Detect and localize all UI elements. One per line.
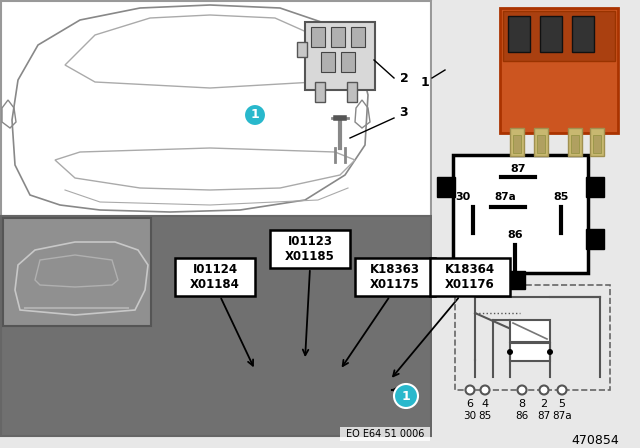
Circle shape: [547, 349, 553, 355]
Circle shape: [540, 385, 548, 395]
Bar: [432, 1, 639, 448]
Bar: [508, 16, 530, 52]
Bar: [175, 258, 255, 296]
Circle shape: [394, 384, 418, 408]
Text: 87: 87: [538, 411, 550, 421]
Bar: [510, 320, 550, 342]
Circle shape: [507, 349, 513, 355]
Text: 6: 6: [467, 399, 474, 409]
Circle shape: [465, 385, 474, 395]
Circle shape: [557, 385, 566, 395]
Bar: [297, 42, 307, 57]
Text: I01124
X01184: I01124 X01184: [190, 263, 240, 291]
Text: 2: 2: [399, 72, 408, 85]
Bar: [590, 128, 604, 156]
Bar: [537, 135, 545, 153]
Text: EO E64 51 0006: EO E64 51 0006: [346, 429, 424, 439]
Bar: [453, 155, 588, 273]
Text: 85: 85: [478, 411, 492, 421]
Text: 2: 2: [540, 399, 548, 409]
Text: 86: 86: [515, 411, 529, 421]
Text: 4: 4: [481, 399, 488, 409]
Bar: [500, 8, 618, 133]
Bar: [315, 82, 325, 102]
Bar: [568, 128, 582, 156]
Text: 8: 8: [518, 399, 525, 409]
Bar: [503, 11, 615, 61]
Text: K18363
X01175: K18363 X01175: [370, 263, 420, 291]
Text: 3: 3: [400, 107, 408, 120]
Bar: [351, 27, 365, 47]
Bar: [503, 271, 525, 289]
Circle shape: [518, 385, 527, 395]
Bar: [331, 27, 345, 47]
Bar: [540, 16, 562, 52]
Bar: [586, 229, 604, 249]
Text: 1: 1: [251, 108, 259, 121]
Text: 5: 5: [559, 399, 566, 409]
Bar: [510, 343, 550, 361]
Bar: [311, 27, 325, 47]
Bar: [586, 177, 604, 197]
Text: 470854: 470854: [571, 434, 619, 447]
Text: 87a: 87a: [552, 411, 572, 421]
Bar: [270, 230, 350, 268]
Text: 87: 87: [510, 164, 525, 174]
Bar: [430, 258, 510, 296]
Bar: [3, 218, 151, 326]
Text: 30: 30: [463, 411, 477, 421]
Bar: [321, 52, 335, 72]
Bar: [1, 1, 431, 216]
Bar: [305, 22, 375, 90]
Text: 30: 30: [456, 192, 470, 202]
Bar: [510, 128, 524, 156]
Bar: [437, 177, 455, 197]
Bar: [572, 16, 594, 52]
Bar: [455, 285, 610, 390]
Text: 1: 1: [402, 389, 410, 402]
Circle shape: [481, 385, 490, 395]
Bar: [347, 82, 357, 102]
Text: K18364
X01176: K18364 X01176: [445, 263, 495, 291]
Bar: [571, 135, 579, 153]
Bar: [1, 216, 431, 436]
Bar: [341, 52, 355, 72]
Text: 87a: 87a: [494, 192, 516, 202]
Bar: [340, 427, 430, 441]
Text: 1: 1: [420, 76, 429, 89]
Circle shape: [244, 104, 266, 126]
Bar: [355, 258, 435, 296]
Bar: [513, 135, 521, 153]
Text: I01123
X01185: I01123 X01185: [285, 235, 335, 263]
Text: 86: 86: [507, 230, 523, 240]
Text: 85: 85: [554, 192, 569, 202]
Bar: [593, 135, 601, 153]
Bar: [534, 128, 548, 156]
